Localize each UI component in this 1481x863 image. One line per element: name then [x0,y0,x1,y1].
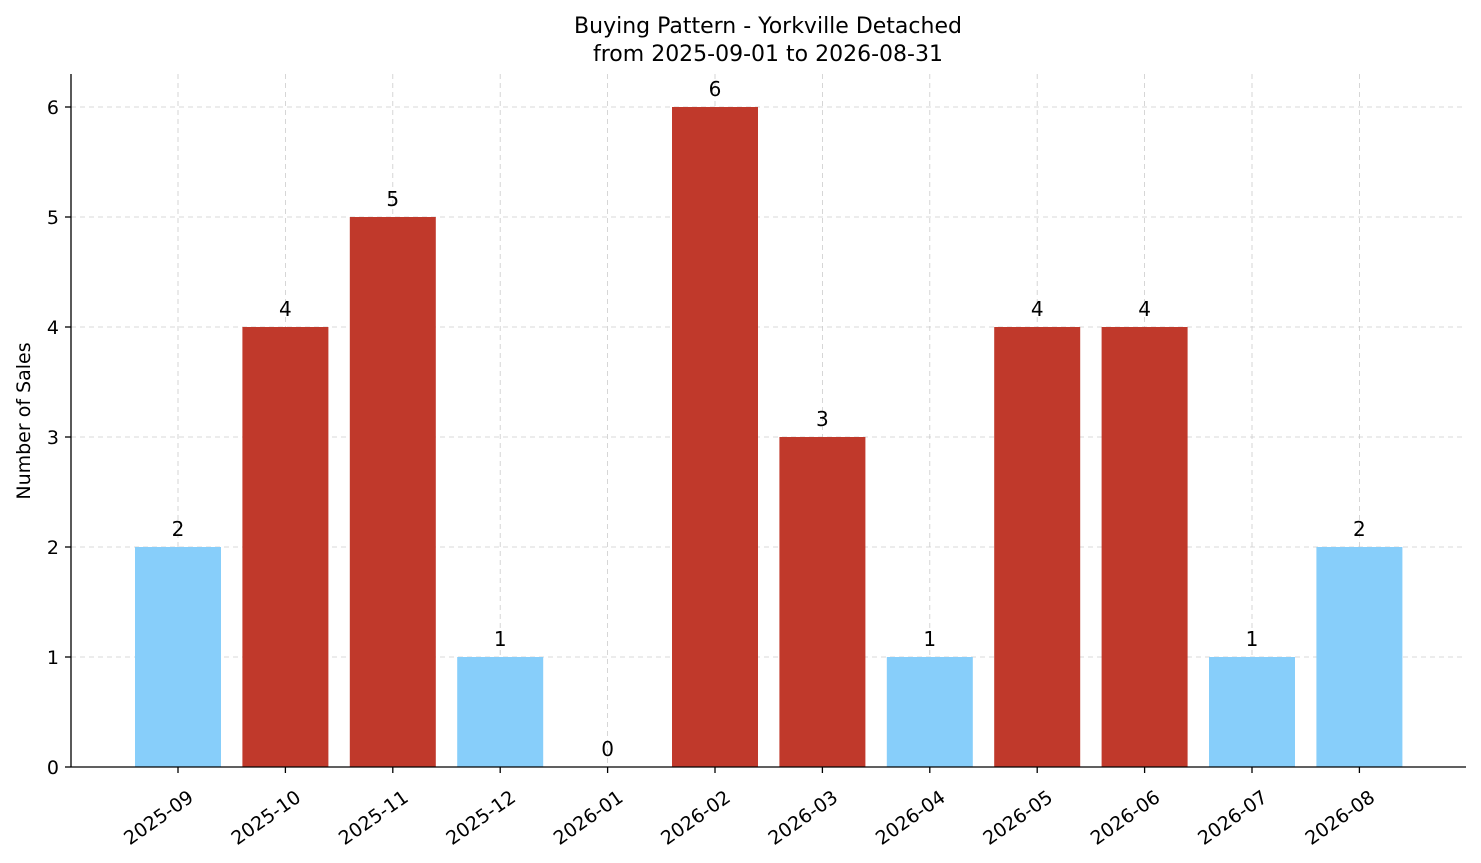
x-tick-label: 2026-08 [1301,786,1379,850]
x-tick-label: 2025-10 [227,786,305,850]
bar [349,217,436,767]
bars [135,107,1403,767]
data-label: 4 [1138,297,1151,321]
bar [1316,547,1403,767]
bar [457,657,544,767]
bar [672,107,758,767]
x-tick-label: 2026-06 [1087,786,1165,850]
bar [135,547,221,767]
chart-subtitle: from 2025-09-01 to 2026-08-31 [593,42,943,67]
data-label: 2 [1353,517,1366,541]
x-tick-label: 2026-04 [872,786,950,850]
y-tick-label: 0 [47,757,59,779]
x-tick-label: 2026-07 [1194,786,1272,850]
x-tick-label: 2025-11 [335,786,413,850]
data-label: 6 [709,77,722,101]
bar [886,657,973,767]
data-label: 1 [494,627,507,651]
data-label: 4 [1031,297,1044,321]
y-axis-label: Number of Sales [13,342,35,499]
bar [1209,657,1295,767]
x-tick-label: 2026-01 [550,786,628,850]
data-label: 5 [386,187,399,211]
bar [994,327,1081,767]
y-tick-label: 1 [47,647,59,669]
x-tick-label: 2025-09 [120,786,198,850]
data-label: 1 [923,627,936,651]
x-tick-label: 2026-03 [764,786,842,850]
x-tick-label: 2026-05 [979,786,1057,850]
chart-title: Buying Pattern - Yorkville Detached [574,14,962,39]
y-tick-label: 4 [47,317,59,339]
y-tick-label: 5 [47,207,59,229]
data-label: 2 [172,517,185,541]
y-tick-label: 3 [47,427,59,449]
data-label: 1 [1246,627,1259,651]
bar [779,437,866,767]
y-tick-label: 6 [47,97,59,119]
x-tick-label: 2025-12 [442,786,520,850]
data-label: 4 [279,297,292,321]
bar [242,327,329,767]
data-label: 3 [816,407,829,431]
data-label: 0 [601,737,614,761]
y-tick-label: 2 [47,537,59,559]
bar [1101,327,1188,767]
data-labels: 2 4 5 1 0 6 3 1 4 4 1 2 [172,77,1366,761]
x-tick-label: 2026-02 [657,786,735,850]
